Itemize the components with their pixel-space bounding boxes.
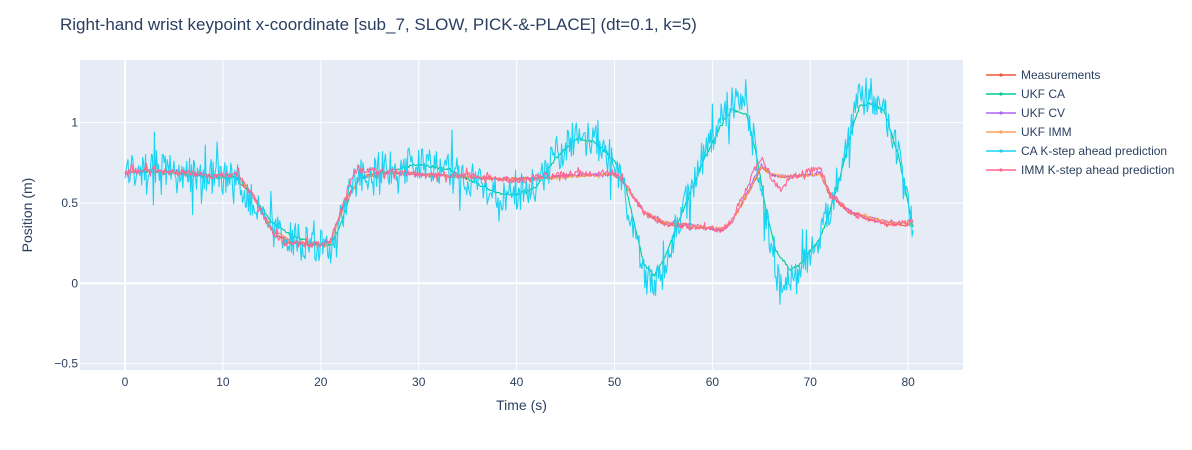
legend-marker xyxy=(999,168,1003,172)
legend-item[interactable]: Measurements xyxy=(986,68,1100,82)
y-tick-label: 0.5 xyxy=(61,196,78,210)
series-layer xyxy=(124,77,914,305)
x-tick-labels: 0 10 20 30 40 50 60 70 80 xyxy=(122,375,915,389)
legend-item[interactable]: UKF CA xyxy=(986,87,1065,101)
legend-item[interactable]: IMM K-step ahead prediction xyxy=(986,163,1174,177)
legend-label: UKF CV xyxy=(1021,106,1065,120)
legend-label: UKF IMM xyxy=(1021,125,1072,139)
chart-title: Right-hand wrist keypoint x-coordinate [… xyxy=(60,15,697,34)
legend[interactable]: Measurements UKF CA UKF CV UKF IMM CA K-step… xyxy=(986,68,1174,177)
x-tick-label: 30 xyxy=(412,375,426,389)
legend-marker xyxy=(999,73,1003,77)
legend-label: IMM K-step ahead prediction xyxy=(1021,163,1174,177)
y-axis-label: Position (m) xyxy=(19,178,35,253)
series-line-ukf-imm xyxy=(124,165,914,248)
legend-marker xyxy=(999,130,1003,134)
y-tick-label: 1 xyxy=(71,116,78,130)
x-tick-label: 80 xyxy=(901,375,915,389)
x-tick-label: 0 xyxy=(122,375,129,389)
plot-area xyxy=(80,60,963,370)
x-tick-label: 60 xyxy=(706,375,720,389)
y-tick-label: −0.5 xyxy=(54,357,78,371)
series-line-imm-k-step-ahead-prediction xyxy=(124,156,914,249)
y-tick-label: 0 xyxy=(71,276,78,290)
legend-label: CA K-step ahead prediction xyxy=(1021,144,1167,158)
zero-line xyxy=(80,60,963,370)
x-axis-label: Time (s) xyxy=(496,397,547,413)
legend-label: UKF CA xyxy=(1021,87,1065,101)
legend-marker xyxy=(999,92,1003,96)
legend-item[interactable]: CA K-step ahead prediction xyxy=(986,144,1167,158)
legend-item[interactable]: UKF IMM xyxy=(986,125,1072,139)
legend-item[interactable]: UKF CV xyxy=(986,106,1065,120)
series-line-ca-k-step-ahead-prediction xyxy=(124,77,914,305)
x-tick-label: 20 xyxy=(314,375,328,389)
legend-marker xyxy=(999,111,1003,115)
y-tick-labels: −0.5 0 0.5 1 xyxy=(54,116,78,371)
legend-label: Measurements xyxy=(1021,68,1100,82)
x-tick-label: 40 xyxy=(510,375,524,389)
x-tick-label: 50 xyxy=(608,375,622,389)
legend-marker xyxy=(999,149,1003,153)
x-tick-label: 10 xyxy=(216,375,230,389)
x-tick-label: 70 xyxy=(804,375,818,389)
